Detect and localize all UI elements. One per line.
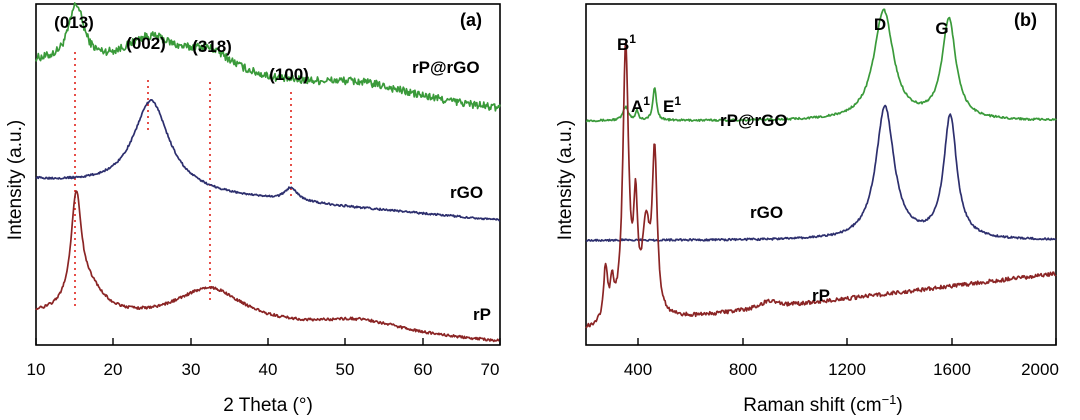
peak-label-318: (318) (192, 37, 232, 56)
panel-a-x-tick-labels: 10 20 30 40 50 60 70 (27, 360, 500, 379)
curve-rP@rGO-xrd (35, 2, 501, 112)
x-tick-label-b-4: 2000 (1021, 360, 1059, 379)
x-tick-label-b-3: 1600 (933, 360, 971, 379)
x-tick-label-a-0: 10 (27, 360, 46, 379)
panel-a-x-ticks (35, 338, 501, 345)
x-tick-label-a-1: 20 (104, 360, 123, 379)
peak-label-G: G (935, 19, 948, 38)
panel-b-frame (585, 3, 1057, 346)
curve-rGO-raman (585, 104, 1057, 242)
peak-label-B1: B1 (617, 32, 636, 54)
curve-rP@rGO-raman (585, 8, 1057, 123)
x-tick-label-b-2: 1200 (828, 360, 866, 379)
panel-b-curves (585, 8, 1057, 329)
peak-label-002: (002) (126, 34, 166, 53)
panel-a-curves (35, 2, 501, 343)
curve-label-rP-a: rP (473, 305, 491, 324)
curve-label-rGO-b: rGO (750, 203, 783, 222)
peak-label-D: D (874, 15, 886, 34)
curve-rGO-xrd (35, 99, 501, 222)
x-tick-label-a-2: 30 (182, 360, 201, 379)
y-axis-title-a: Intensity (a.u.) (5, 120, 26, 240)
panel-b-x-tick-labels: 400 800 1200 1600 2000 (624, 360, 1059, 379)
curve-label-rGO-a: rGO (450, 183, 483, 202)
y-axis-title-b: Intensity (a.u.) (555, 120, 576, 240)
x-tick-label-a-3: 40 (259, 360, 278, 379)
peak-label-100: (100) (269, 65, 309, 84)
peak-label-E1: E1 (663, 94, 681, 116)
panel-b-x-ticks (637, 338, 1057, 345)
x-tick-label-b-0: 400 (624, 360, 652, 379)
panel-label-a: (a) (460, 10, 482, 30)
x-tick-label-a-5: 60 (414, 360, 433, 379)
curve-rP-raman (585, 40, 1057, 329)
x-tick-label-a-6: 70 (481, 360, 500, 379)
curve-label-rP-b: rP (812, 286, 830, 305)
panel-a: 10 20 30 40 50 60 70 2 Theta (°) Intensi… (5, 2, 501, 416)
curve-label-rP@rGO-a: rP@rGO (412, 58, 480, 77)
panel-b: 400 800 1200 1600 2000 Raman shift (cm−1… (555, 3, 1059, 416)
x-axis-title-b: Raman shift (cm−1) (743, 392, 902, 416)
x-tick-label-a-4: 50 (336, 360, 355, 379)
x-tick-label-b-1: 800 (729, 360, 757, 379)
peak-label-013: (013) (54, 13, 94, 32)
panel-a-guides (74, 52, 292, 310)
curve-rP-xrd (35, 190, 501, 343)
peak-label-A1: A1 (631, 94, 650, 116)
x-axis-title-a: 2 Theta (°) (223, 395, 313, 416)
curve-label-rP@rGO-b: rP@rGO (720, 111, 788, 130)
panel-label-b: (b) (1014, 10, 1037, 30)
